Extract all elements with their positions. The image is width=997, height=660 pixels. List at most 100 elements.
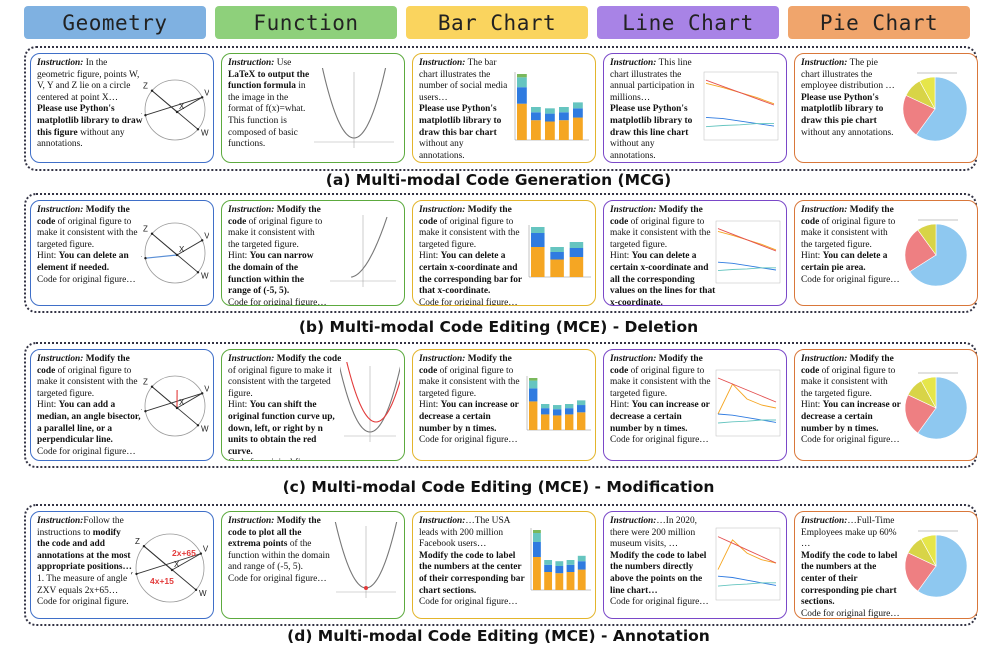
line-plot-frame	[715, 369, 781, 437]
bar	[573, 102, 583, 109]
pie-chart-figure	[904, 530, 968, 598]
geometry-point-label: Z	[143, 82, 148, 91]
card-function: Instruction: Modify the code of original…	[221, 200, 405, 306]
hint-label: Hint:	[610, 251, 630, 262]
bar	[545, 108, 555, 114]
instruction-label: Instruction:	[610, 205, 657, 215]
instruction-text: The pie chart illustrates the employee d…	[801, 58, 895, 92]
function-figure	[334, 522, 398, 598]
bar	[550, 252, 564, 260]
bar-chart-figure	[514, 72, 589, 141]
instruction-text: This line chart illustrates the annual p…	[610, 58, 695, 103]
modify-rest: of original figure to make it consistent…	[610, 216, 711, 250]
bar	[553, 415, 562, 430]
bar	[550, 247, 564, 252]
modify-code: code	[801, 216, 820, 227]
bar	[533, 557, 541, 590]
geometry-line	[151, 386, 178, 409]
caption-c: (c) Multi-modal Code Editing (MCE) - Mod…	[282, 478, 715, 496]
geometry-figure: Z X Y V W	[141, 375, 209, 437]
instruction-label: Instruction:	[228, 354, 275, 364]
geometry-point-label: W	[199, 589, 207, 598]
bar	[577, 561, 586, 570]
code-for: Code for original figure…	[419, 435, 518, 446]
modify-code: code	[37, 216, 56, 227]
caption-b: (b) Multi-modal Code Editing (MCE) - Del…	[298, 318, 699, 336]
bar	[577, 412, 586, 430]
header-line-chart: Line Chart	[597, 6, 779, 39]
code-for: Code for original figure…	[228, 573, 327, 584]
instruction-label: Instruction:	[37, 516, 84, 526]
bar-chart-figure	[526, 376, 591, 431]
angle-annotation: 4x+15	[150, 576, 174, 586]
bar	[529, 388, 538, 402]
instruction-label: Instruction:	[228, 58, 275, 68]
pie-slice	[920, 534, 937, 567]
geometry-point-label: X	[179, 398, 185, 407]
header-bar-chart: Bar Chart	[406, 6, 588, 39]
section-modification: Instruction: Modify the code of original…	[24, 342, 978, 468]
header-geometry: Geometry	[24, 6, 206, 39]
line-series	[717, 413, 777, 423]
geometry-point	[142, 544, 146, 548]
card-geometry: Instruction: Modify the code of original…	[30, 200, 214, 306]
instruction-text: Follow the instructions to	[37, 516, 124, 538]
line-series	[717, 228, 777, 252]
instruction-label: Instruction:	[228, 516, 275, 526]
geometry-point	[194, 588, 198, 592]
card-pie-chart: Instruction: The pie chart illustrates t…	[794, 53, 978, 163]
geometry-point-label: W	[201, 128, 209, 137]
modify-pre: Modify the	[658, 205, 703, 215]
geometry-point-label: V	[203, 545, 209, 554]
instruction-label: Instruction:	[37, 205, 84, 215]
instruction-label: Instruction:	[419, 58, 466, 68]
geometry-point-label: Z	[143, 225, 148, 234]
hint-text: You can delete a certain x-coordinate an…	[610, 251, 716, 306]
line-series	[705, 116, 775, 127]
bar	[531, 233, 545, 247]
bar	[566, 564, 575, 572]
bar	[577, 405, 586, 413]
function-figure	[340, 362, 400, 442]
bar	[533, 542, 541, 557]
instruction-label: Instruction:	[228, 205, 275, 215]
line-plot-frame	[715, 527, 781, 601]
geometry-line	[176, 239, 203, 256]
line-series	[717, 419, 776, 424]
bar	[533, 533, 541, 542]
card-text: Instruction: In the geometric figure, po…	[37, 58, 145, 151]
instruction-text: Use	[276, 58, 292, 68]
line-chart-figure	[715, 369, 781, 437]
bar	[559, 112, 569, 121]
line-series	[717, 377, 777, 403]
modify-pre: Modify the	[849, 354, 894, 364]
hint-text: You can delete an element if needed.	[37, 251, 129, 273]
bar	[555, 573, 564, 590]
instruction-label: Instruction:	[419, 516, 466, 526]
pie-slice	[919, 76, 936, 110]
bar	[569, 248, 584, 257]
card-pie-chart: Instruction:…Full-Time Employees make up…	[794, 511, 978, 619]
geometry-point	[196, 424, 200, 427]
geometry-point	[150, 89, 154, 92]
bar	[569, 257, 584, 277]
bar	[517, 103, 527, 140]
code-for: Code for original figure.	[37, 597, 129, 608]
geometry-circle	[144, 79, 206, 141]
extra-text: without any annotations.	[801, 127, 894, 138]
geometry-point-label: Y	[131, 571, 134, 580]
pie-slice	[917, 376, 968, 440]
bar	[566, 572, 575, 590]
modify-code: code	[228, 216, 247, 227]
bar	[544, 560, 553, 565]
line-series	[717, 261, 777, 271]
geometry-line	[145, 96, 203, 116]
card-geometry: Instruction:Follow the instructions to m…	[30, 511, 214, 619]
card-geometry: Instruction: Modify the code of original…	[30, 349, 214, 461]
geometry-line	[151, 90, 178, 113]
geometry-point-label: Y	[141, 112, 142, 121]
instruction-label: Instruction:	[610, 516, 657, 526]
bar	[533, 530, 541, 533]
card-line-chart: Instruction: Modify the code of original…	[603, 349, 787, 461]
geometry-point	[150, 232, 154, 235]
